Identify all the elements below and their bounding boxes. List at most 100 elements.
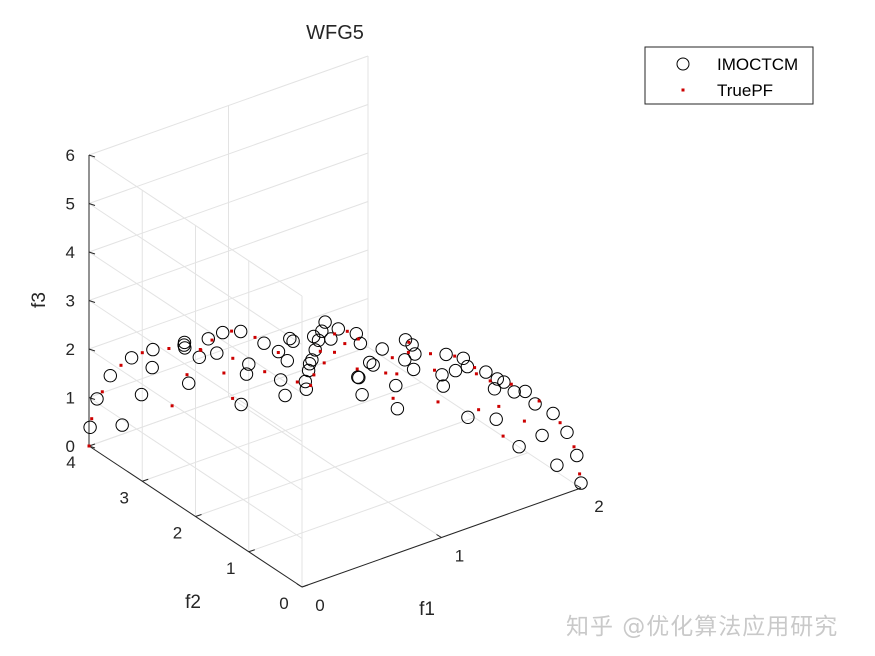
point-truepf — [309, 384, 313, 387]
legend-label-imoctcm: IMOCTCM — [717, 55, 798, 74]
z-tick-label: 2 — [66, 340, 75, 359]
point-imoctcm — [546, 406, 560, 421]
point-truepf — [391, 396, 395, 400]
point-truepf — [333, 350, 336, 354]
point-imoctcm — [490, 372, 504, 386]
legend-box — [644, 46, 814, 105]
point-imoctcm — [456, 351, 470, 365]
z-tick-mark — [88, 397, 96, 400]
point-truepf — [312, 373, 316, 377]
point-truepf — [140, 351, 144, 355]
point-truepf — [436, 400, 440, 404]
point-truepf — [488, 379, 492, 383]
point-truepf — [355, 367, 359, 371]
point-imoctcm — [461, 410, 475, 424]
point-imoctcm — [103, 369, 118, 383]
legend-marker-truepf — [681, 88, 685, 92]
point-imoctcm — [448, 363, 463, 378]
grid-line-back-z — [88, 55, 369, 156]
point-truepf — [572, 445, 576, 449]
point-truepf — [356, 337, 360, 341]
point-imoctcm — [299, 382, 313, 396]
x-tick-mark — [296, 583, 303, 588]
point-truepf — [407, 340, 411, 344]
grid-line-back-z — [88, 249, 369, 350]
point-truepf — [198, 348, 202, 351]
legend-marker-imoctcm — [676, 57, 690, 71]
point-truepf — [185, 373, 189, 377]
point-imoctcm — [239, 367, 254, 381]
grid-line-floor-y — [248, 452, 528, 553]
point-imoctcm — [487, 382, 502, 396]
point-imoctcm — [570, 448, 584, 463]
point-imoctcm — [286, 334, 300, 348]
point-imoctcm — [574, 476, 588, 490]
point-imoctcm — [216, 325, 230, 340]
axes-grid — [88, 55, 582, 588]
point-imoctcm — [352, 370, 366, 385]
x-axis-label: f1 — [419, 599, 435, 620]
point-truepf — [119, 363, 123, 367]
point-imoctcm — [512, 440, 526, 454]
point-truepf — [578, 472, 582, 476]
grid-line-back-z — [88, 104, 369, 204]
x-tick-mark — [436, 534, 442, 538]
point-imoctcm — [145, 360, 159, 375]
point-imoctcm — [405, 338, 419, 352]
z-tick-label: 6 — [66, 146, 75, 165]
z-tick-mark — [88, 251, 96, 255]
point-imoctcm — [242, 357, 256, 371]
point-truepf — [395, 372, 399, 376]
point-imoctcm — [307, 329, 321, 344]
point-truepf — [167, 347, 171, 350]
z-tick-mark — [88, 203, 96, 206]
y-tick-label: 3 — [120, 488, 129, 507]
point-truepf — [253, 335, 257, 339]
point-imoctcm — [331, 322, 345, 336]
y-tick-mark — [142, 478, 149, 482]
point-imoctcm — [278, 388, 292, 403]
point-truepf — [509, 382, 513, 386]
point-truepf — [501, 434, 505, 438]
point-truepf — [474, 372, 478, 376]
grid-line-back-z — [88, 298, 369, 398]
watermark-text: 知乎 @优化算法应用研究 — [566, 614, 839, 640]
point-imoctcm — [182, 376, 196, 390]
point-imoctcm — [146, 342, 160, 357]
point-truepf — [429, 352, 432, 356]
point-truepf — [473, 366, 477, 370]
point-imoctcm — [283, 331, 297, 346]
point-imoctcm — [375, 342, 389, 356]
point-truepf — [333, 332, 337, 336]
point-imoctcm — [315, 324, 329, 338]
point-truepf — [90, 417, 94, 421]
point-imoctcm — [497, 375, 511, 389]
point-imoctcm — [435, 368, 449, 382]
z-tick-mark — [88, 154, 96, 158]
point-truepf — [276, 351, 280, 354]
point-imoctcm — [489, 412, 503, 426]
point-imoctcm — [528, 397, 542, 411]
point-truepf — [263, 370, 267, 374]
z-tick-mark — [88, 348, 96, 352]
y-tick-mark — [248, 549, 255, 553]
y-tick-label: 2 — [173, 524, 182, 543]
point-imoctcm — [134, 387, 149, 402]
z-tick-label: 1 — [66, 389, 75, 408]
grid-line-floor-y — [195, 417, 475, 517]
chart-title: WFG5 — [306, 22, 364, 44]
x-tick-label: 2 — [594, 497, 603, 516]
point-truepf — [537, 399, 541, 403]
grid-line-back-z — [88, 201, 369, 301]
point-truepf — [453, 354, 457, 358]
point-imoctcm — [124, 351, 139, 365]
grid-line-back-z — [88, 346, 369, 447]
y-tick-label: 4 — [66, 453, 75, 472]
point-truepf — [318, 349, 322, 353]
point-imoctcm — [439, 347, 453, 362]
point-imoctcm — [535, 428, 549, 443]
point-imoctcm — [115, 418, 129, 432]
grid-line-wall-z — [88, 251, 303, 394]
